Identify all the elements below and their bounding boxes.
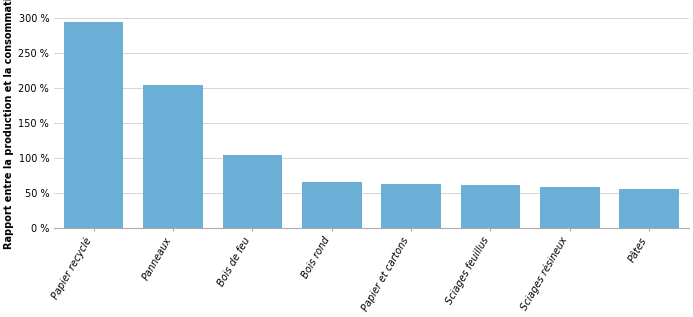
Bar: [143, 85, 203, 228]
Bar: [381, 184, 441, 228]
Y-axis label: Rapport entre la production et la consommation: Rapport entre la production et la consom…: [4, 0, 14, 249]
Bar: [461, 185, 520, 228]
Bar: [222, 155, 282, 228]
Bar: [302, 183, 362, 228]
Bar: [540, 187, 599, 228]
Bar: [64, 22, 123, 228]
Bar: [620, 190, 679, 228]
